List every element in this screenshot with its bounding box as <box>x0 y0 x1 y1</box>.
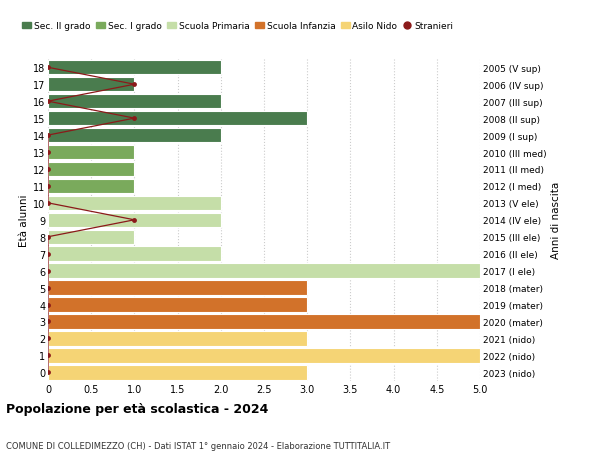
Bar <box>48 196 221 211</box>
Bar <box>48 264 480 278</box>
Bar <box>48 129 221 143</box>
Bar <box>48 213 221 228</box>
Bar <box>48 95 221 109</box>
Bar <box>48 365 307 380</box>
Y-axis label: Età alunni: Età alunni <box>19 194 29 246</box>
Bar <box>48 162 134 177</box>
Bar <box>48 78 134 92</box>
Text: COMUNE DI COLLEDIMEZZO (CH) - Dati ISTAT 1° gennaio 2024 - Elaborazione TUTTITAL: COMUNE DI COLLEDIMEZZO (CH) - Dati ISTAT… <box>6 441 390 450</box>
Bar <box>48 331 307 346</box>
Bar <box>48 230 134 244</box>
Bar <box>48 61 221 75</box>
Bar <box>48 281 307 295</box>
Y-axis label: Anni di nascita: Anni di nascita <box>551 182 560 259</box>
Bar <box>48 112 307 126</box>
Bar <box>48 247 221 261</box>
Bar <box>48 146 134 160</box>
Bar <box>48 298 307 312</box>
Bar <box>48 179 134 194</box>
Legend: Sec. II grado, Sec. I grado, Scuola Primaria, Scuola Infanzia, Asilo Nido, Stran: Sec. II grado, Sec. I grado, Scuola Prim… <box>22 22 454 31</box>
Bar <box>48 314 480 329</box>
Text: Popolazione per età scolastica - 2024: Popolazione per età scolastica - 2024 <box>6 403 268 415</box>
Bar <box>48 348 480 363</box>
